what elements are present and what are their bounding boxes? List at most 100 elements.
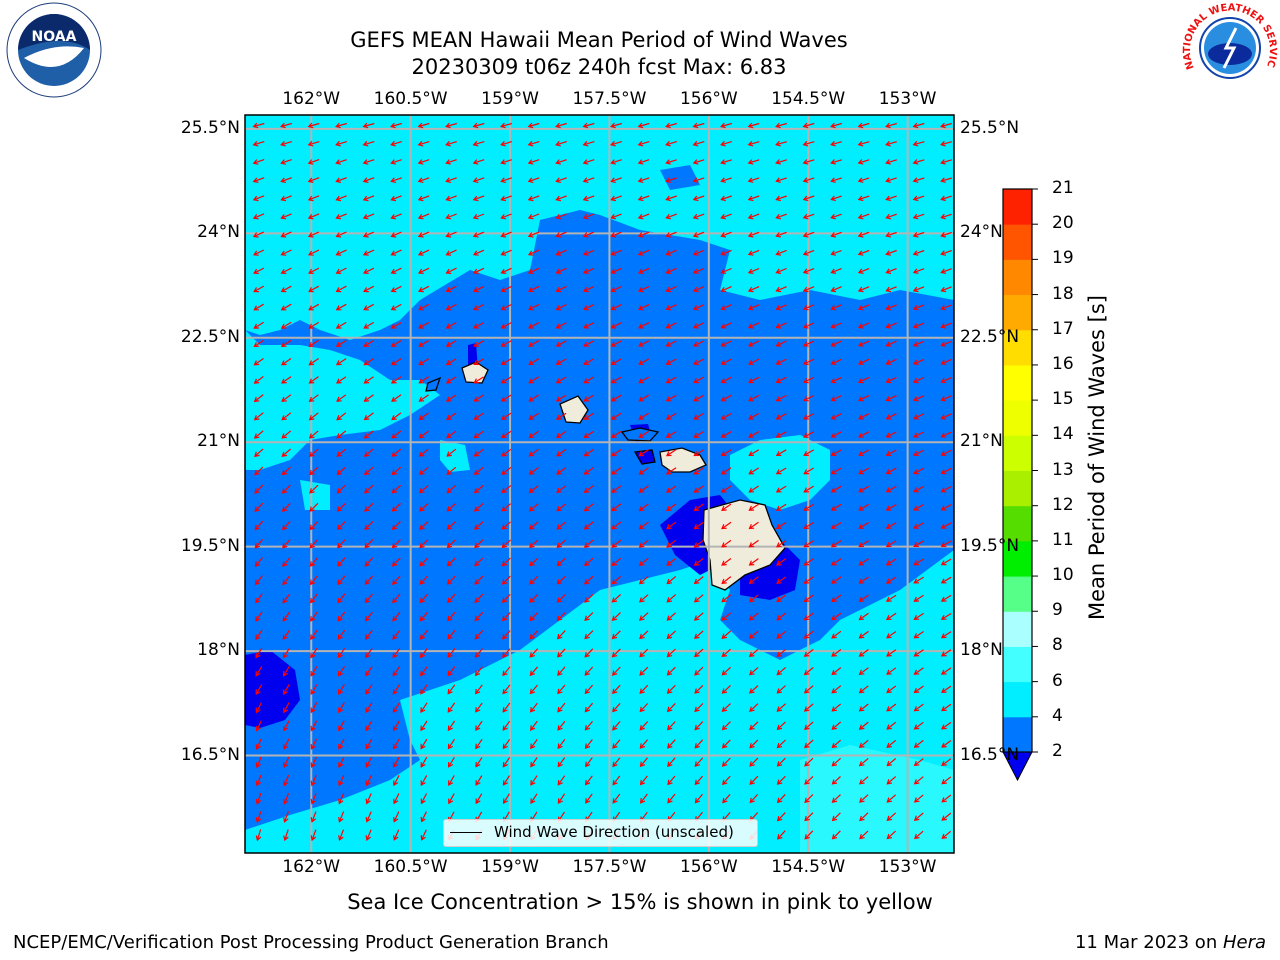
wind-wave-arrow	[362, 195, 375, 202]
wind-wave-arrow	[637, 249, 650, 256]
wind-wave-arrow	[831, 576, 842, 584]
wind-wave-arrow	[473, 412, 484, 420]
wind-wave-arrow	[556, 503, 567, 512]
wind-wave-arrow	[391, 430, 402, 439]
wind-wave-arrow	[390, 321, 402, 329]
wind-wave-arrow	[473, 448, 484, 457]
wind-wave-arrow	[693, 430, 705, 438]
wind-wave-arrow	[420, 811, 427, 823]
wind-wave-arrow	[775, 213, 787, 220]
wind-wave-arrow	[446, 575, 456, 585]
wind-wave-arrow	[500, 303, 512, 311]
wind-wave-arrow	[720, 376, 732, 384]
wind-wave-arrow	[776, 739, 786, 749]
wind-wave-arrow	[748, 431, 760, 438]
wind-wave-arrow	[912, 159, 925, 165]
wind-wave-arrow	[830, 467, 842, 475]
wind-wave-arrow	[362, 231, 375, 238]
wind-wave-arrow	[364, 593, 373, 604]
wind-wave-arrow	[940, 304, 952, 311]
wind-wave-arrow	[885, 304, 897, 311]
wind-wave-arrow	[556, 593, 566, 603]
wind-wave-arrow	[857, 177, 870, 183]
wind-wave-arrow	[858, 395, 870, 402]
wind-wave-arrow	[720, 177, 732, 183]
wind-wave-arrow	[390, 358, 402, 366]
wind-wave-arrow	[611, 557, 622, 567]
wind-wave-arrow	[530, 757, 538, 768]
wind-wave-arrow	[338, 793, 345, 805]
wind-wave-arrow	[582, 122, 595, 129]
wind-wave-arrow	[665, 430, 677, 438]
colorbar-swatch	[1003, 716, 1032, 753]
wind-wave-arrow	[280, 285, 292, 293]
wind-wave-arrow	[776, 757, 786, 767]
wind-wave-arrow	[447, 666, 456, 677]
wind-wave-arrow	[638, 394, 650, 402]
colorbar-tick-label: 19	[1052, 248, 1074, 269]
wind-wave-arrow	[693, 358, 705, 365]
wind-wave-arrow	[365, 756, 373, 768]
wind-wave-arrow	[803, 467, 815, 475]
wind-wave-arrow	[336, 430, 347, 439]
wind-wave-arrow	[418, 394, 429, 402]
wind-wave-arrow	[500, 122, 512, 129]
wind-wave-arrow	[885, 612, 897, 621]
colorbar-tick-label: 20	[1052, 213, 1074, 234]
wind-wave-arrow	[529, 539, 539, 548]
wind-wave-arrow	[776, 721, 786, 731]
wind-wave-arrow	[913, 758, 924, 767]
lat-tick-label: 18°N	[960, 640, 1003, 661]
wind-wave-arrow	[308, 394, 319, 403]
wind-wave-arrow	[255, 811, 262, 823]
wind-wave-arrow	[886, 685, 897, 694]
wind-wave-arrow	[420, 829, 427, 841]
colorbar-swatch	[1003, 576, 1032, 612]
wind-wave-arrow	[473, 340, 485, 347]
wind-wave-arrow	[612, 702, 621, 713]
wind-wave-arrow	[529, 630, 539, 640]
wind-wave-arrow	[885, 395, 897, 402]
wind-wave-arrow	[445, 267, 457, 274]
wind-wave-arrow	[500, 285, 512, 293]
wind-wave-arrow	[885, 503, 897, 511]
wind-wave-arrow	[638, 340, 650, 347]
wind-wave-arrow	[583, 449, 594, 457]
wind-wave-arrow	[392, 648, 401, 659]
wind-wave-arrow	[804, 812, 814, 822]
wind-wave-arrow	[612, 757, 621, 768]
wind-wave-arrow	[665, 467, 677, 475]
wind-wave-arrow	[390, 159, 402, 165]
wind-wave-arrow	[610, 304, 622, 311]
wind-wave-arrow	[667, 757, 676, 768]
wind-wave-arrow	[281, 448, 291, 457]
wind-wave-arrow	[365, 775, 372, 787]
wind-wave-arrow	[693, 467, 704, 475]
wind-wave-arrow	[555, 285, 567, 293]
wind-wave-arrow	[282, 575, 291, 586]
wind-wave-arrow	[583, 539, 594, 548]
wind-wave-arrow	[639, 594, 649, 603]
wind-wave-arrow	[500, 195, 512, 202]
wind-wave-arrow	[418, 412, 429, 421]
wind-wave-arrow	[886, 812, 897, 822]
wind-wave-arrow	[281, 502, 291, 512]
wind-wave-arrow	[610, 340, 622, 347]
lon-tick-label: 159°W	[481, 89, 539, 109]
wind-wave-arrow	[610, 322, 622, 329]
wind-wave-arrow	[693, 612, 704, 621]
wind-wave-arrow	[858, 630, 869, 639]
wind-wave-arrow	[255, 720, 262, 732]
colorbar-tick-label: 17	[1052, 318, 1074, 339]
wind-wave-arrow	[310, 666, 318, 677]
wind-wave-arrow	[365, 720, 373, 732]
wind-wave-arrow	[555, 340, 567, 347]
wind-wave-arrow	[280, 303, 292, 311]
colorbar-label: Mean Period of Wind Waves [s]	[1085, 295, 1109, 620]
wind-wave-arrow	[692, 231, 705, 238]
wind-wave-arrow	[721, 739, 731, 749]
wind-wave-arrow	[637, 159, 650, 165]
wind-wave-arrow	[529, 684, 538, 695]
wind-wave-arrow	[308, 321, 320, 329]
wind-wave-arrow	[309, 484, 319, 494]
